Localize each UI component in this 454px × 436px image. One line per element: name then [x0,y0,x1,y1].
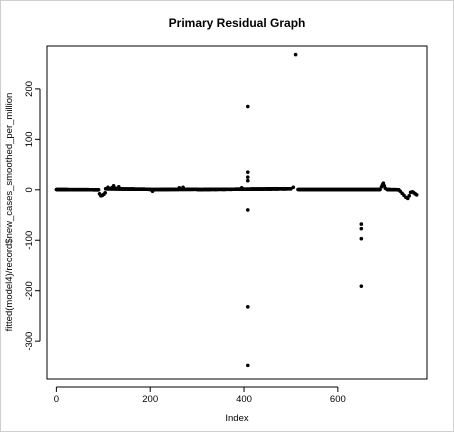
data-points [54,52,419,368]
residual-point [114,186,118,191]
residual-point [116,184,121,189]
residual-point [150,189,155,194]
y-tick-label: -200 [24,281,35,300]
residual-point [103,191,107,195]
x-axis-label: Index [225,413,248,424]
residual-point [245,104,250,109]
residual-point [359,284,364,288]
y-axis: -300 -200 -100 0 100 200 [24,81,41,351]
x-tick-label: 200 [142,394,158,405]
residual-point [245,208,250,212]
residual-point [407,194,411,198]
x-tick-label: 0 [54,394,59,405]
residual-point [106,185,110,190]
residual-point [96,187,101,192]
residual-point [111,183,116,188]
y-tick-label: -100 [24,231,35,250]
plot-area-box [46,45,428,380]
residual-point [177,185,182,190]
residual-point [291,185,296,190]
y-tick-label: 200 [24,81,35,97]
residual-point [245,170,250,174]
y-axis-label: fitted(model4)/record$new_cases_smoothed… [4,93,15,332]
chart-title: Primary Residual Graph [169,16,306,30]
residual-point [293,52,298,57]
residual-point [414,193,419,197]
residual-point [239,185,244,190]
residual-point [245,305,250,309]
residual-point [245,363,250,368]
y-tick-label: 100 [24,131,35,147]
residual-point [359,226,364,231]
residual-point [378,187,382,192]
y-tick-label: -300 [24,332,35,351]
x-axis: 0 200 400 600 [54,386,346,405]
residual-point [181,185,185,190]
x-tick-label: 400 [236,394,252,405]
residual-point [245,175,250,179]
x-tick-label: 600 [330,394,346,405]
y-tick-label: 0 [24,187,35,192]
residual-point [359,222,364,226]
residual-point [245,178,250,183]
residual-point [359,236,364,241]
residual-point [383,186,388,191]
